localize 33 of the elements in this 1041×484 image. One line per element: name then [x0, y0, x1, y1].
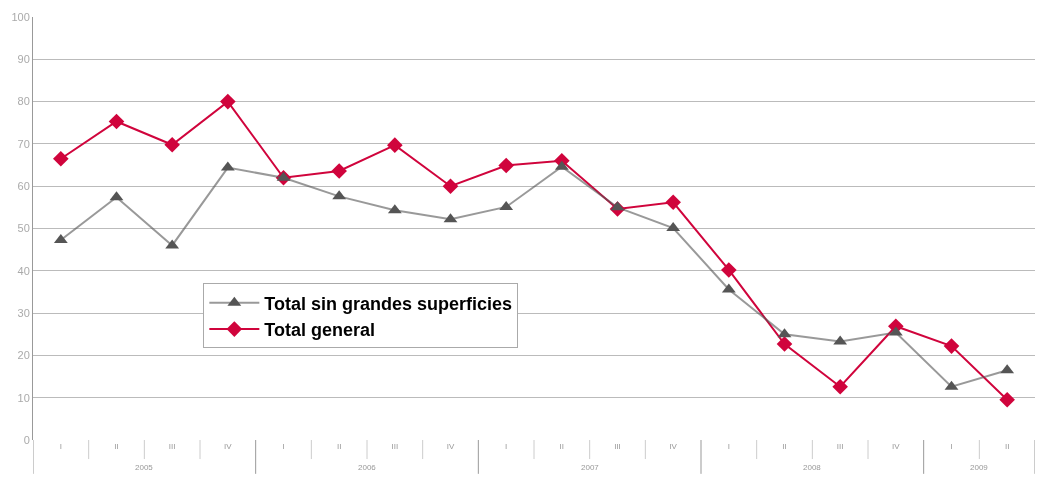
y-tick-label: 90	[17, 53, 30, 66]
text: 2009	[970, 463, 989, 472]
text: 2008	[803, 463, 822, 472]
x-tick-label: IV	[224, 442, 233, 451]
legend-label: Total general	[264, 320, 376, 341]
x-tick-label: II	[782, 442, 787, 451]
y-tick-label: 20	[17, 349, 30, 362]
x-tick-label: IV	[669, 442, 678, 451]
x-tick-label: I	[282, 442, 285, 451]
x-tick-label: IV	[446, 442, 455, 451]
y-tick-label: 0	[23, 433, 30, 446]
y-tick-label: 60	[17, 180, 30, 193]
x-tick-label: II	[336, 442, 342, 451]
x-tick-label: I	[950, 442, 953, 451]
x-tick-label: III	[836, 442, 844, 451]
text: 2006	[358, 463, 377, 472]
legend-label: Total sin grandes superficies	[264, 293, 513, 314]
y-tick-label: 40	[17, 264, 30, 277]
x-tick-label: II	[1004, 442, 1010, 451]
y-tick-label: 100	[11, 10, 30, 23]
x-tick-label: III	[168, 442, 176, 451]
y-tick-label: 70	[17, 137, 30, 150]
text: 2007	[581, 463, 600, 472]
y-tick-label: 80	[17, 95, 30, 108]
y-tick-label: 10	[17, 391, 30, 404]
x-tick-label: III	[614, 442, 621, 451]
x-tick-label: IV	[892, 442, 901, 451]
x-tick-label: III	[391, 442, 399, 451]
y-tick-label: 50	[17, 222, 30, 235]
text: 2005	[135, 463, 154, 472]
x-tick-label: II	[114, 442, 119, 451]
x-tick-label: II	[559, 442, 565, 451]
y-tick-label: 30	[17, 306, 30, 319]
